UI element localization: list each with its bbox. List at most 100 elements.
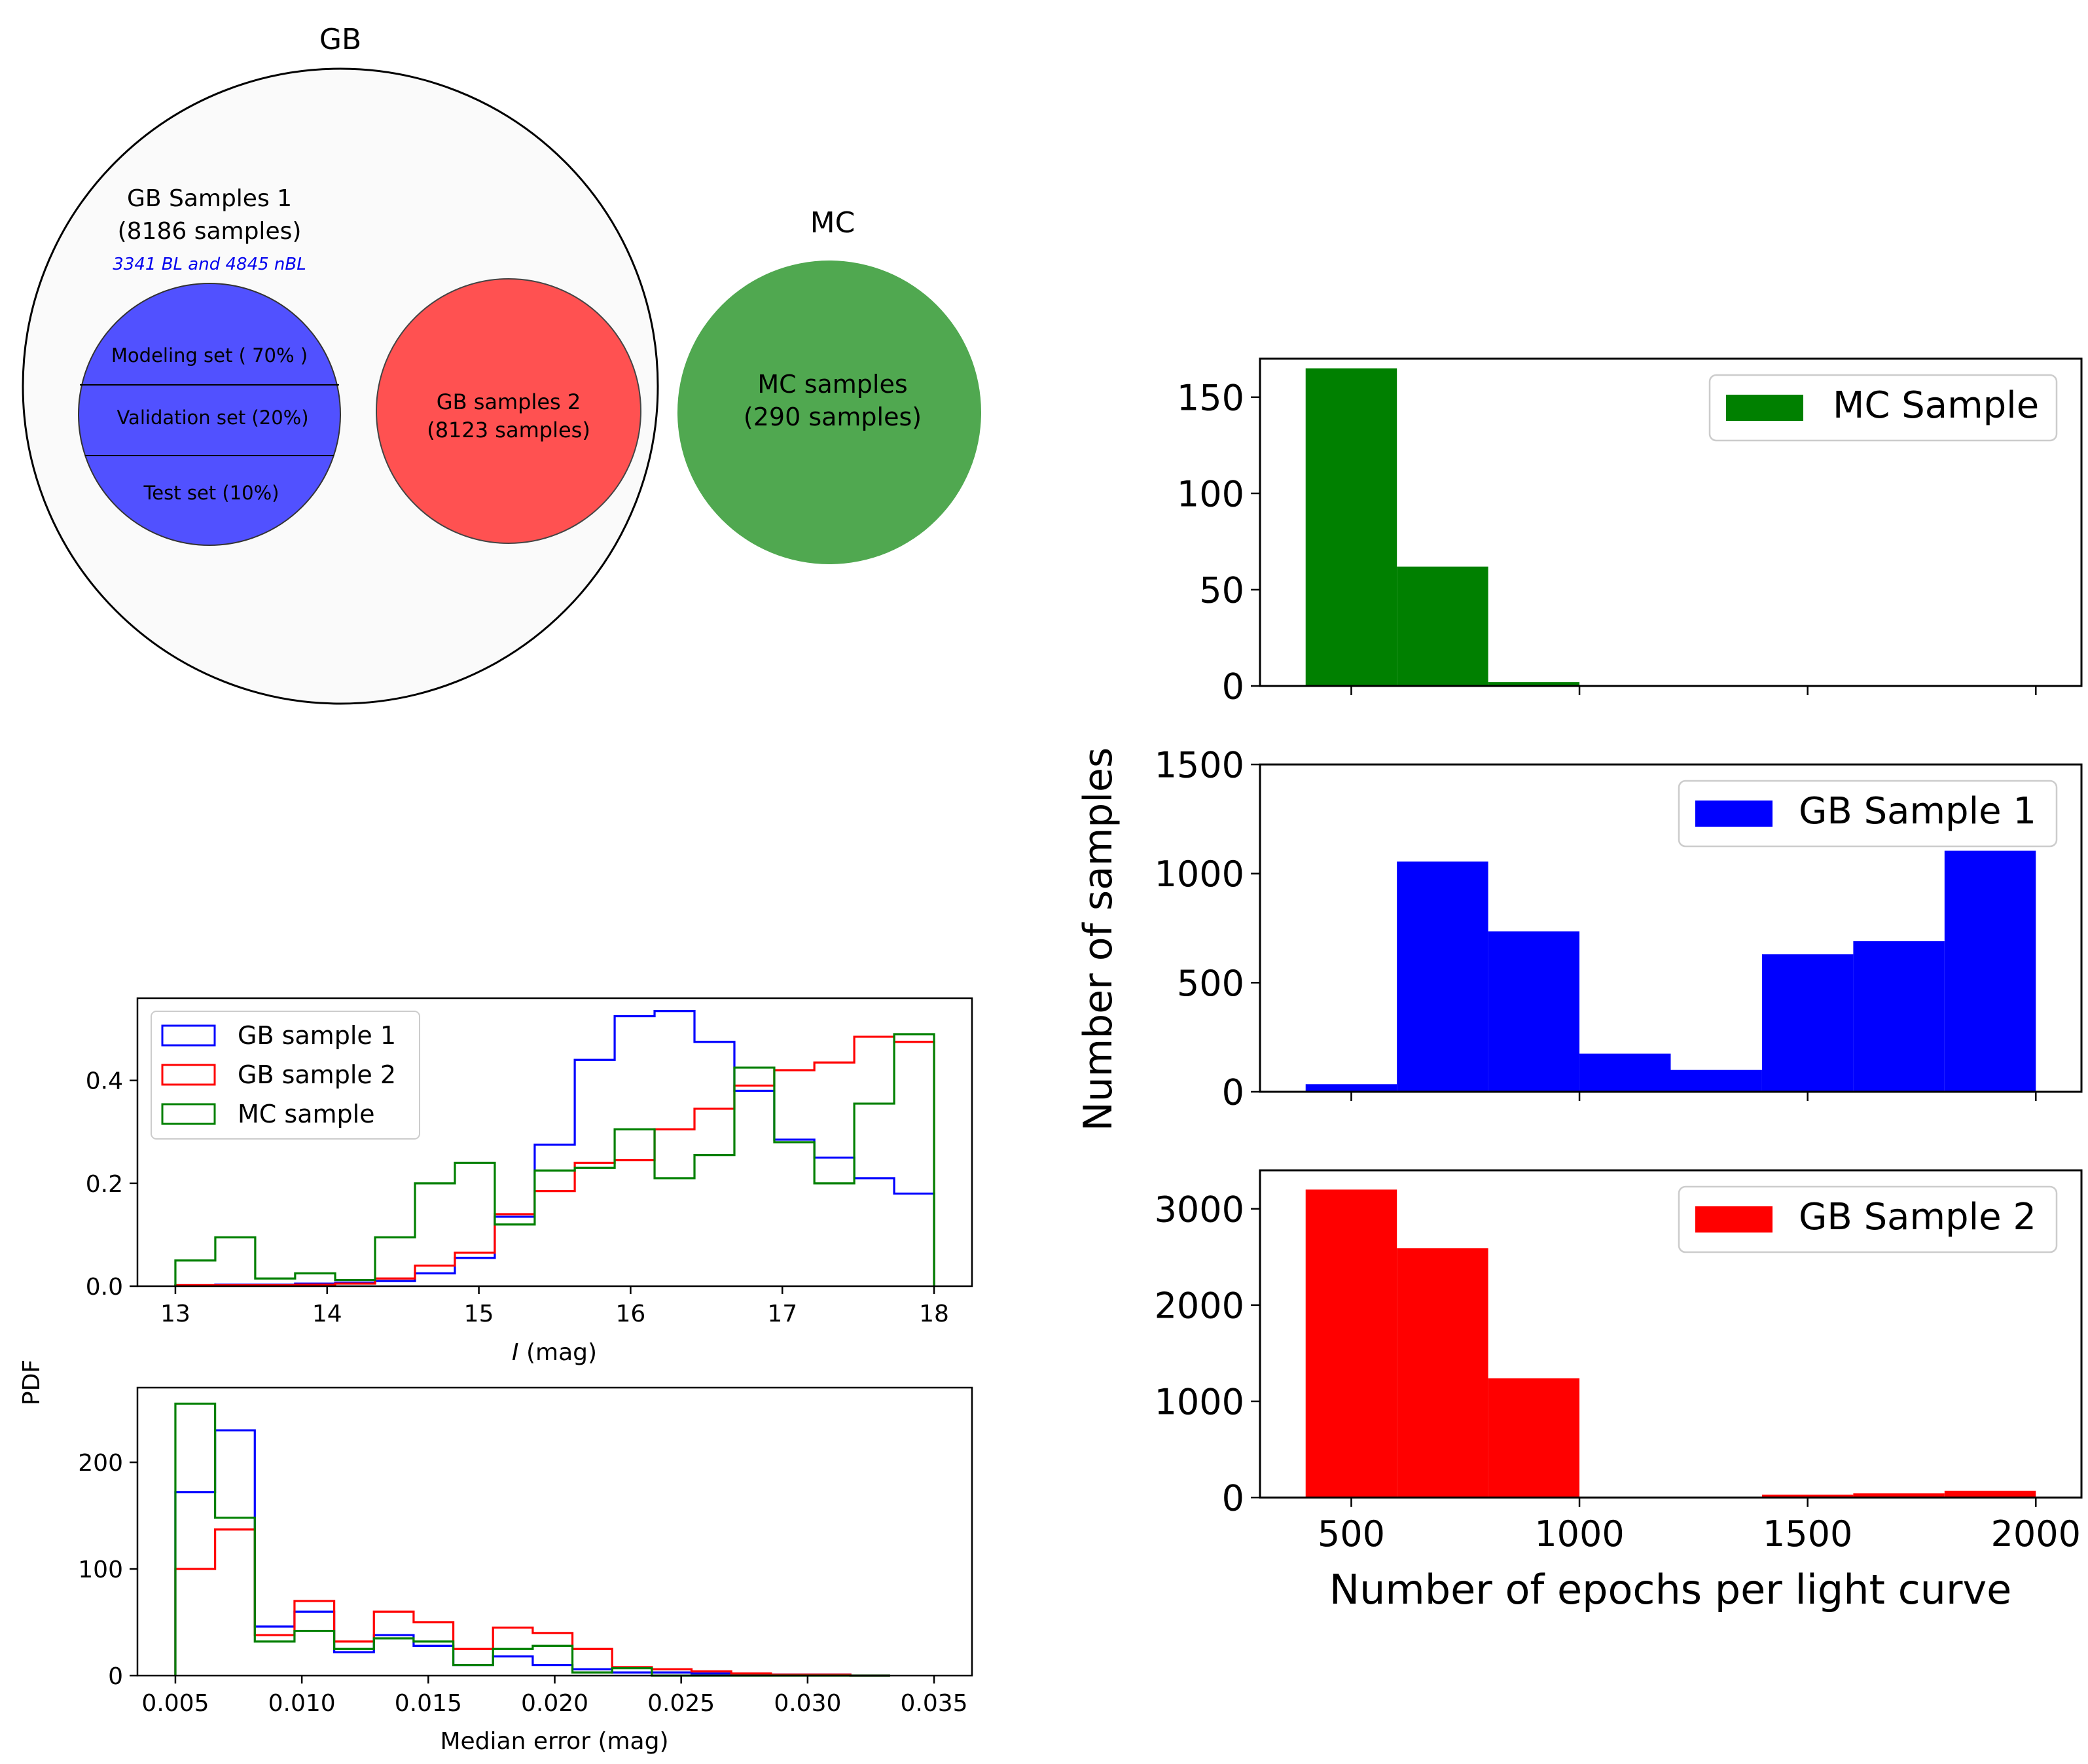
gb1-circle (78, 283, 341, 546)
test-set-label: Test set (10%) (143, 482, 279, 504)
histogram-bar (1944, 1490, 2036, 1498)
gb-title: GB (319, 23, 361, 56)
x-tick-label: 0.025 (647, 1690, 715, 1717)
legend-swatch-gb1 (161, 1024, 216, 1047)
pdf-y-axis-label: PDF (18, 1359, 45, 1405)
x-tick-label: 0.015 (395, 1690, 462, 1717)
y-tick-label: 500 (1177, 963, 1244, 1004)
histogram-bar (1761, 954, 1854, 1092)
x-tick-label: 16 (616, 1301, 646, 1327)
y-tick-label: 0 (108, 1663, 123, 1690)
histogram-bar (1579, 1053, 1671, 1092)
x-tick-label: 15 (464, 1301, 494, 1327)
x-tick-label: 500 (1318, 1513, 1385, 1555)
x-tick-label: 13 (160, 1301, 190, 1327)
series-mc-sample (174, 1033, 935, 1286)
histogram-bar (1853, 1493, 1945, 1498)
y-tick-label: 0.4 (86, 1068, 123, 1095)
y-tick-label: 0 (1222, 1477, 1244, 1519)
legend-box (1708, 374, 2058, 442)
histogram-bar (1853, 941, 1945, 1092)
x-tick-label: 1000 (1534, 1513, 1624, 1555)
x-tick-label: 0.030 (774, 1690, 841, 1717)
legend-swatch-mc (161, 1103, 216, 1125)
y-tick-label: 0.2 (86, 1171, 123, 1198)
legend-swatch (1726, 395, 1803, 421)
series-gb-sample-1 (174, 1429, 890, 1677)
histogram-bar (1944, 850, 2036, 1092)
y-tick-label: 2000 (1155, 1285, 1244, 1326)
legend-box (1678, 780, 2058, 848)
x-tick-label: 18 (919, 1301, 949, 1327)
y-tick-label: 1500 (1155, 744, 1244, 785)
mc-label-line1: MC samples (757, 370, 907, 399)
y-tick-label: 0 (1222, 666, 1244, 707)
legend: MC Sample (1708, 374, 2058, 442)
gb2-circle (376, 278, 641, 544)
chart-gb2-epochs: 500 1000 1500 2000 0 1000 2000 3000 GB Sample 2 (1155, 1169, 2083, 1555)
x-tick-label: 0.035 (901, 1690, 968, 1717)
x-tick-label: 2000 (1991, 1513, 2081, 1555)
gb1-label-line2: (8186 samples) (118, 218, 302, 245)
y-tick-label: 1000 (1155, 1381, 1244, 1422)
gb-circle (22, 67, 659, 705)
x-tick-label: 0.005 (141, 1690, 209, 1717)
gb2-label-line2: (8123 samples) (427, 418, 590, 442)
chart-mc-epochs: 0 50 100 150 MC Sample (1177, 357, 2083, 707)
y-tick-label: 0 (1222, 1071, 1244, 1113)
axes-frame (136, 997, 973, 1287)
axes-frame (1259, 763, 2083, 1093)
histogram-bar (1397, 566, 1488, 686)
histogram-bar (1305, 368, 1397, 686)
chart-magnitude: 13 14 15 16 17 18 0.0 0.2 0.4 I (mag) GB sample … (86, 997, 973, 1366)
modeling-set-label: Modeling set ( 70% ) (111, 344, 308, 367)
legend-label: MC Sample (1833, 384, 2039, 427)
x-tick-label: 17 (767, 1301, 797, 1327)
legend-label-gb1: GB sample 1 (238, 1021, 396, 1050)
mc-label-line2: (290 samples) (744, 403, 922, 431)
legend-swatch-gb2 (161, 1064, 216, 1086)
legend-box (151, 1011, 420, 1140)
set-diagram: GB GB Samples 1 (8186 samples) 3341 BL a… (22, 23, 981, 705)
legend: GB sample 1 GB sample 2 MC sample (151, 1011, 420, 1140)
legend-label-mc: MC sample (238, 1100, 375, 1128)
x-axis-label: Median error (mag) (440, 1728, 668, 1755)
right-y-axis-label: Number of samples (1075, 747, 1121, 1131)
gb2-label-line1: GB samples 2 (437, 389, 581, 414)
series-gb-sample-2 (174, 1035, 935, 1287)
histogram-bar (1305, 1084, 1397, 1092)
mc-title: MC (810, 206, 855, 240)
histogram-bar (1670, 1070, 1762, 1092)
histogram-bar (1397, 1248, 1488, 1498)
histogram-bar (1488, 1378, 1580, 1498)
x-axis-label: I (mag) (512, 1339, 597, 1366)
y-tick-label: 1000 (1155, 854, 1244, 895)
histogram-bar (1488, 682, 1580, 686)
legend-box (1678, 1185, 2058, 1253)
mc-circle (677, 261, 981, 564)
histogram-bar (1305, 1189, 1397, 1498)
x-tick-label: 14 (312, 1301, 342, 1327)
chart-gb1-epochs: 0 500 1000 1500 GB Sample 1 (1155, 744, 2083, 1113)
legend-swatch (1695, 1206, 1773, 1233)
axes-frame (1259, 357, 2083, 687)
y-tick-label: 100 (1177, 473, 1244, 514)
axes-frame (1259, 1169, 2083, 1499)
histogram-bar (1397, 861, 1488, 1092)
series-gb-sample-2 (174, 1528, 890, 1677)
gb1-sublabel: 3341 BL and 4845 nBL (113, 255, 306, 274)
legend-label-gb2: GB sample 2 (238, 1060, 396, 1089)
legend-swatch (1695, 801, 1773, 827)
x-tick-label: 0.010 (268, 1690, 336, 1717)
x-tick-label: 0.020 (521, 1690, 588, 1717)
histogram-bar (1488, 931, 1580, 1092)
validation-set-label: Validation set (20%) (117, 406, 308, 429)
y-tick-label: 100 (78, 1557, 123, 1583)
legend: GB Sample 2 (1678, 1185, 2058, 1253)
y-tick-label: 50 (1199, 569, 1244, 611)
chart-median-error: 0.005 0.010 0.015 0.020 0.025 0.030 0.035 0 100 2… (78, 1386, 973, 1755)
y-tick-label: 3000 (1155, 1189, 1244, 1230)
gb1-label-line1: GB Samples 1 (127, 185, 292, 212)
y-tick-label: 200 (78, 1450, 123, 1477)
